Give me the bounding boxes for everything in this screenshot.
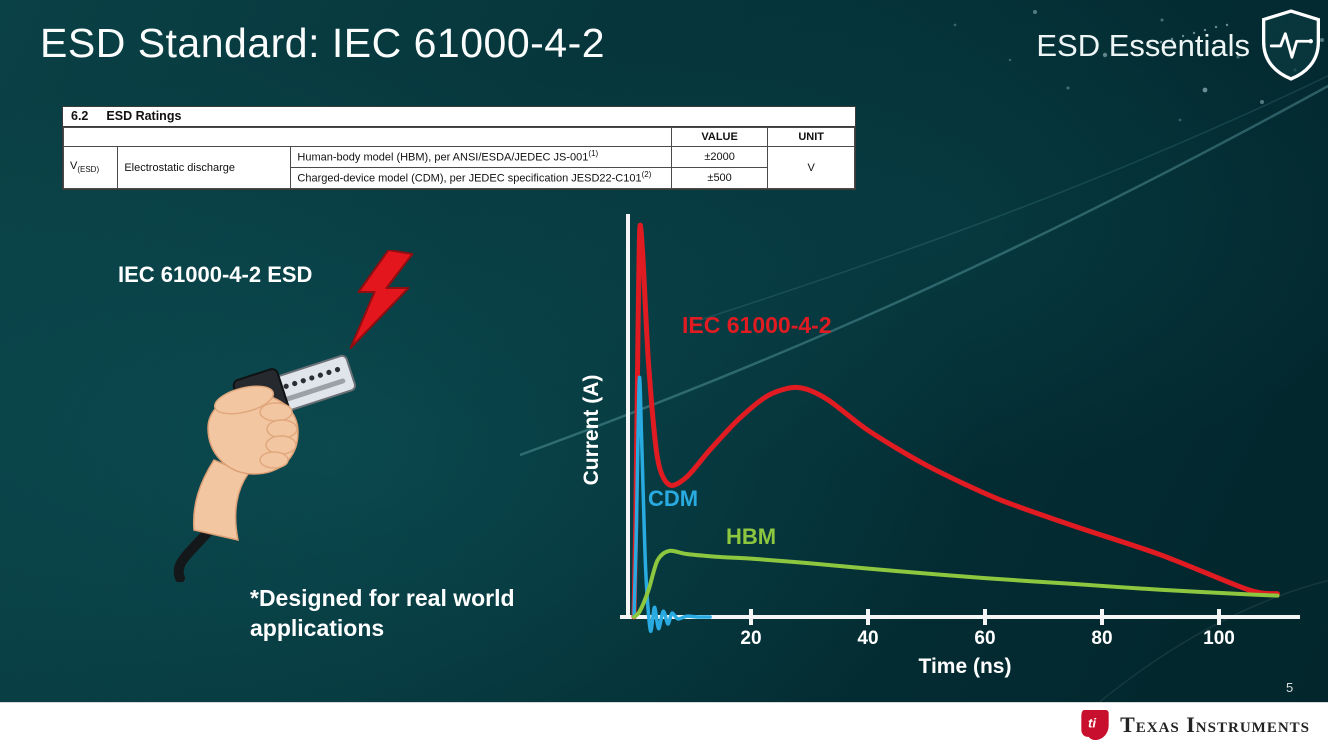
param-symbol: V(ESD) — [62, 146, 119, 190]
x-tick-label: 100 — [1203, 628, 1235, 649]
row-value: ±500 — [670, 167, 769, 190]
lightning-bolt-icon — [349, 250, 414, 349]
iec-curve-label: IEC 61000-4-2 — [682, 312, 832, 338]
empty-header-cell — [63, 126, 672, 148]
footer-brand: Texas Instruments — [1120, 711, 1310, 737]
esd-shield-logo-icon — [1262, 9, 1320, 81]
cdm-curve-label: CDM — [648, 486, 699, 511]
y-axis-label: Current (A) — [580, 374, 603, 486]
x-tick-label: 40 — [857, 628, 879, 649]
section-number: 6.2 — [71, 109, 89, 123]
row-description: Human-body model (HBM), per ANSI/ESDA/JE… — [290, 146, 672, 169]
param-name: Electrostatic discharge — [117, 146, 292, 190]
table-row: Charged-device model (CDM), per JEDEC sp… — [64, 167, 855, 190]
x-axis-label: Time (ns) — [918, 655, 1012, 678]
iec-caption: IEC 61000-4-2 ESD — [118, 262, 313, 287]
brand-tagline: ESD Essentials — [1036, 28, 1250, 63]
hbm-curve-label: HBM — [726, 524, 777, 549]
design-note: *Designed for real world applications — [250, 585, 515, 641]
svg-text:ti: ti — [1088, 715, 1096, 730]
footer: ti Texas Instruments — [0, 702, 1328, 746]
x-tick-label: 60 — [974, 628, 996, 649]
page-title: ESD Standard: IEC 61000-4-2 — [40, 20, 606, 66]
x-tick-label: 80 — [1091, 628, 1113, 649]
unit-cell: V — [767, 146, 855, 190]
row-description: Charged-device model (CDM), per JEDEC sp… — [290, 167, 672, 190]
table-section-header: 6.2 ESD Ratings — [63, 107, 855, 127]
row-value: ±2000 — [670, 146, 769, 169]
ti-logo-icon: ti — [1081, 709, 1109, 740]
page-number: 5 — [1286, 680, 1294, 695]
table-row: V(ESD) Electrostatic discharge Human-bod… — [62, 146, 855, 190]
x-tick-label: 20 — [740, 628, 762, 649]
value-column-header: VALUE — [670, 126, 769, 148]
unit-column-header: UNIT — [767, 126, 855, 148]
ratings-table: 6.2 ESD Ratings VALUE UNIT V(ESD) Electr… — [62, 106, 856, 191]
section-title: ESD Ratings — [106, 109, 182, 123]
hand-holding-hdmi-illustration — [173, 354, 357, 582]
